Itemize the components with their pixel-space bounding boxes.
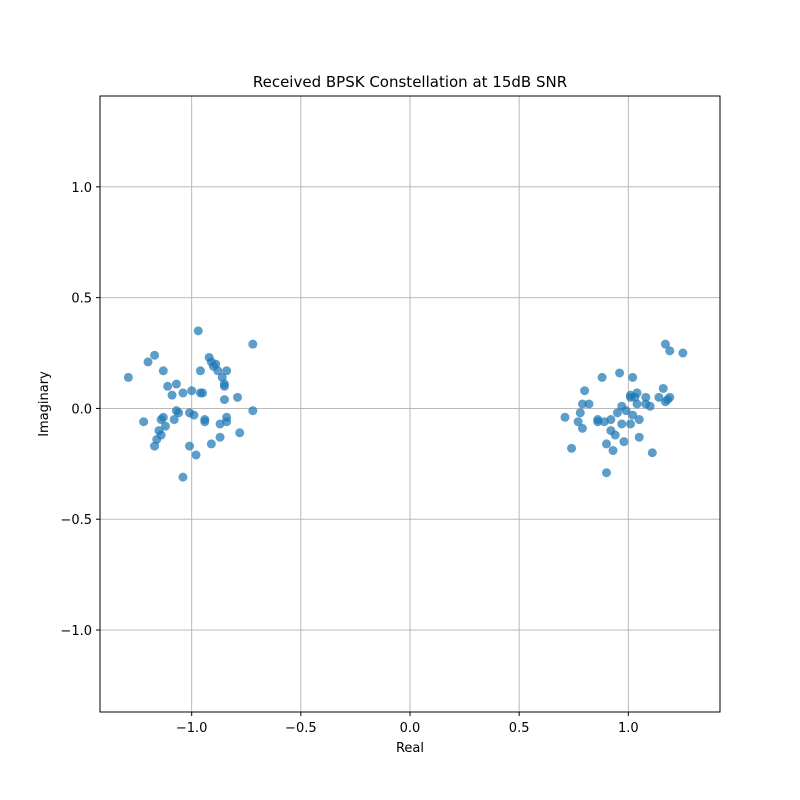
data-point bbox=[206, 439, 216, 449]
x-axis-label: Real bbox=[396, 741, 424, 756]
data-point bbox=[560, 412, 570, 422]
data-point bbox=[248, 339, 258, 349]
data-point bbox=[601, 439, 611, 449]
y-tick-label: 0.5 bbox=[71, 292, 92, 307]
data-point bbox=[617, 419, 627, 429]
data-point bbox=[575, 408, 585, 418]
data-point bbox=[219, 381, 229, 391]
data-point bbox=[634, 432, 644, 442]
data-point bbox=[156, 430, 166, 440]
grid-lines bbox=[100, 96, 720, 712]
data-point bbox=[143, 357, 153, 367]
data-point bbox=[641, 392, 651, 402]
data-point bbox=[584, 399, 594, 409]
data-point bbox=[619, 437, 629, 447]
y-tick-label: 1.0 bbox=[71, 181, 92, 196]
data-point bbox=[248, 406, 258, 416]
data-point bbox=[219, 395, 229, 405]
data-point bbox=[233, 392, 243, 402]
data-point bbox=[198, 388, 208, 398]
data-point bbox=[222, 417, 232, 427]
x-tick-label: 0.5 bbox=[509, 721, 530, 736]
data-point bbox=[235, 428, 245, 438]
data-point bbox=[187, 386, 197, 396]
data-point bbox=[610, 430, 620, 440]
data-point bbox=[123, 372, 133, 382]
data-point bbox=[163, 381, 173, 391]
x-tick-label: −1.0 bbox=[176, 721, 208, 736]
axis-ticks: −1.0 −0.5 0.0 0.5 1.0 −1.0 −0.5 0.0 0.5 1.0 bbox=[60, 181, 638, 736]
data-points bbox=[123, 326, 688, 482]
data-point bbox=[158, 412, 168, 422]
data-point bbox=[215, 432, 225, 442]
data-point bbox=[632, 388, 642, 398]
data-point bbox=[577, 423, 587, 433]
data-point bbox=[654, 392, 664, 402]
data-point bbox=[193, 326, 203, 336]
y-axis-label: Imaginary bbox=[37, 371, 52, 437]
data-point bbox=[150, 350, 160, 360]
data-point bbox=[628, 372, 638, 382]
data-point bbox=[608, 446, 618, 456]
data-point bbox=[195, 366, 205, 376]
data-point bbox=[185, 441, 195, 451]
data-point bbox=[577, 399, 587, 409]
data-point bbox=[200, 417, 210, 427]
data-point bbox=[222, 366, 232, 376]
data-point bbox=[625, 419, 635, 429]
x-tick-label: −0.5 bbox=[285, 721, 317, 736]
data-point bbox=[139, 417, 149, 427]
chart-title: Received BPSK Constellation at 15dB SNR bbox=[253, 73, 567, 91]
data-point bbox=[160, 421, 170, 431]
data-point bbox=[612, 408, 622, 418]
data-point bbox=[171, 379, 181, 389]
data-point bbox=[597, 372, 607, 382]
data-point bbox=[645, 401, 655, 411]
data-point bbox=[189, 410, 199, 420]
data-point bbox=[632, 399, 642, 409]
data-point bbox=[628, 410, 638, 420]
data-point bbox=[178, 388, 188, 398]
data-point bbox=[167, 390, 177, 400]
data-point bbox=[158, 366, 168, 376]
data-point bbox=[660, 339, 670, 349]
data-point bbox=[615, 368, 625, 378]
data-point bbox=[174, 408, 184, 418]
data-point bbox=[621, 406, 631, 416]
data-point bbox=[178, 472, 188, 482]
data-point bbox=[606, 415, 616, 425]
data-point bbox=[665, 392, 675, 402]
data-point bbox=[573, 417, 583, 427]
data-point bbox=[647, 448, 657, 458]
x-tick-label: 0.0 bbox=[400, 721, 421, 736]
data-point bbox=[169, 415, 179, 425]
data-point bbox=[580, 386, 590, 396]
data-point bbox=[634, 415, 644, 425]
data-point bbox=[678, 348, 688, 358]
data-point bbox=[658, 383, 668, 393]
y-tick-label: −1.0 bbox=[60, 624, 92, 639]
data-point bbox=[593, 417, 603, 427]
y-tick-label: −0.5 bbox=[60, 513, 92, 528]
data-point bbox=[601, 468, 611, 478]
x-tick-label: 1.0 bbox=[618, 721, 639, 736]
data-point bbox=[567, 443, 577, 453]
data-point bbox=[213, 366, 223, 376]
data-point bbox=[665, 346, 675, 356]
data-point bbox=[191, 450, 201, 460]
y-tick-label: 0.0 bbox=[71, 402, 92, 417]
